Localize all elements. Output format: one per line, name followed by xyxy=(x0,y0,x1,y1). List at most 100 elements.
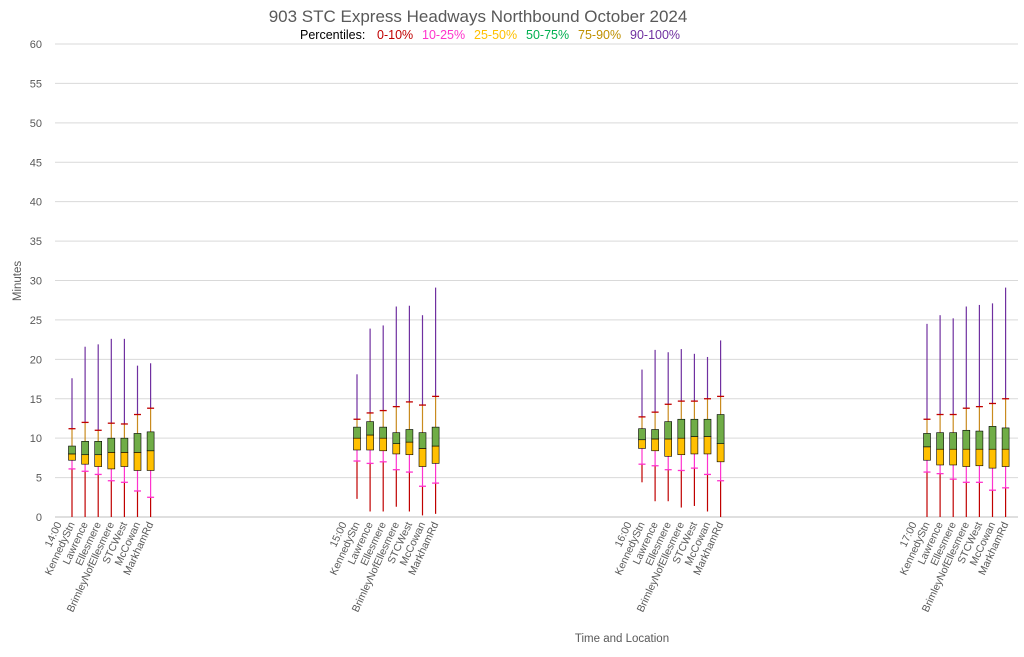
box-25-50 xyxy=(120,452,129,467)
y-tick-label: 50 xyxy=(30,118,42,130)
y-tick-label: 25 xyxy=(30,315,42,327)
legend-entry: 75-90% xyxy=(578,28,621,42)
box-50-75 xyxy=(962,429,971,450)
box-25-50 xyxy=(1001,448,1010,467)
box-McCowan xyxy=(988,303,997,517)
box-50-75 xyxy=(1001,427,1010,450)
box-Ellesmere xyxy=(949,318,958,517)
y-tick-label: 5 xyxy=(36,473,42,485)
box-50-75 xyxy=(690,418,699,437)
box-50-75 xyxy=(716,414,725,444)
box-50-75 xyxy=(677,418,686,439)
legend: Percentiles: 0-10% 10-25% 25-50% 50-75% 75-9… xyxy=(300,28,680,42)
box-McCowan xyxy=(133,365,142,517)
box-25-50 xyxy=(664,438,673,457)
box-50-75 xyxy=(651,429,659,440)
box-25-50 xyxy=(988,448,997,469)
box-50-75 xyxy=(379,426,388,439)
box-50-75 xyxy=(146,431,155,452)
box-McCowan xyxy=(418,315,427,516)
box-Ellesmere xyxy=(94,344,102,517)
y-axis-ticks: 0 5 10 15 20 25 30 35 40 45 50 55 60 xyxy=(30,39,42,524)
y-tick-label: 10 xyxy=(30,433,42,445)
y-tick-label: 20 xyxy=(30,354,42,366)
box-50-75 xyxy=(975,430,984,450)
box-MarkhamRd xyxy=(716,340,725,517)
box-BrimleyNofEllesmere xyxy=(392,306,401,507)
y-axis-title: Minutes xyxy=(12,261,24,302)
box-25-50 xyxy=(133,452,142,471)
box-50-75 xyxy=(120,437,129,453)
box-50-75 xyxy=(418,432,427,449)
legend-entry: 10-25% xyxy=(422,28,465,42)
box-25-50 xyxy=(716,443,725,463)
box-50-75 xyxy=(353,426,361,439)
box-KennedyStn xyxy=(638,369,646,483)
box-MarkhamRd xyxy=(431,287,440,514)
y-tick-label: 55 xyxy=(30,78,42,90)
y-tick-label: 30 xyxy=(30,276,42,288)
box-25-50 xyxy=(94,454,102,467)
box-BrimleyNofEllesmere xyxy=(107,338,116,517)
box-25-50 xyxy=(418,448,427,467)
box-STCWest xyxy=(120,338,129,517)
box-Ellesmere xyxy=(664,352,673,502)
gridlines xyxy=(55,43,1018,518)
y-tick-label: 0 xyxy=(36,512,42,524)
box-MarkhamRd xyxy=(146,363,155,517)
y-tick-label: 15 xyxy=(30,394,42,406)
boxes xyxy=(68,287,1010,517)
box-Lawrence xyxy=(81,346,89,517)
x-axis-title: Time and Location xyxy=(575,633,669,645)
box-50-75 xyxy=(923,433,931,448)
box-50-75 xyxy=(68,445,76,455)
box-25-50 xyxy=(68,453,76,461)
box-50-75 xyxy=(703,418,712,437)
box-25-50 xyxy=(949,448,958,466)
box-50-75 xyxy=(936,432,944,450)
box-50-75 xyxy=(107,437,116,453)
chart-title: 903 STC Express Headways Northbound Octo… xyxy=(269,7,688,26)
box-50-75 xyxy=(664,421,673,440)
legend-entry: 0-10% xyxy=(377,28,413,42)
box-25-50 xyxy=(651,438,659,452)
y-tick-label: 45 xyxy=(30,157,42,169)
x-axis-labels: 14:00KennedyStnLawrenceEllesmereBrimleyN… xyxy=(43,520,1012,614)
y-tick-label: 40 xyxy=(30,197,42,209)
box-Lawrence xyxy=(366,328,374,512)
box-25-50 xyxy=(431,445,440,464)
box-25-50 xyxy=(81,454,89,465)
box-50-75 xyxy=(133,433,142,453)
box-25-50 xyxy=(962,448,971,467)
legend-label: Percentiles: xyxy=(300,28,365,42)
box-STCWest xyxy=(975,304,984,517)
box-50-75 xyxy=(949,432,958,450)
box-50-75 xyxy=(81,441,89,456)
box-Ellesmere xyxy=(379,325,388,512)
box-50-75 xyxy=(988,426,997,450)
box-50-75 xyxy=(405,429,414,443)
box-25-50 xyxy=(703,436,712,455)
box-25-50 xyxy=(638,439,646,449)
box-25-50 xyxy=(107,452,116,470)
box-Lawrence xyxy=(936,315,944,517)
box-50-75 xyxy=(94,441,102,456)
box-KennedyStn xyxy=(923,323,931,517)
box-50-75 xyxy=(366,421,374,436)
box-25-50 xyxy=(366,434,374,451)
box-25-50 xyxy=(923,446,931,461)
legend-entry: 90-100% xyxy=(630,28,680,42)
box-25-50 xyxy=(975,448,984,467)
box-KennedyStn xyxy=(353,374,361,499)
y-tick-label: 60 xyxy=(30,39,42,51)
box-50-75 xyxy=(638,428,646,441)
legend-entry: 25-50% xyxy=(474,28,517,42)
box-25-50 xyxy=(677,437,686,456)
box-25-50 xyxy=(405,441,414,456)
box-STCWest xyxy=(405,305,414,512)
box-25-50 xyxy=(379,437,388,452)
box-25-50 xyxy=(353,437,361,451)
box-BrimleyNofEllesmere xyxy=(962,306,971,517)
box-25-50 xyxy=(146,450,155,471)
